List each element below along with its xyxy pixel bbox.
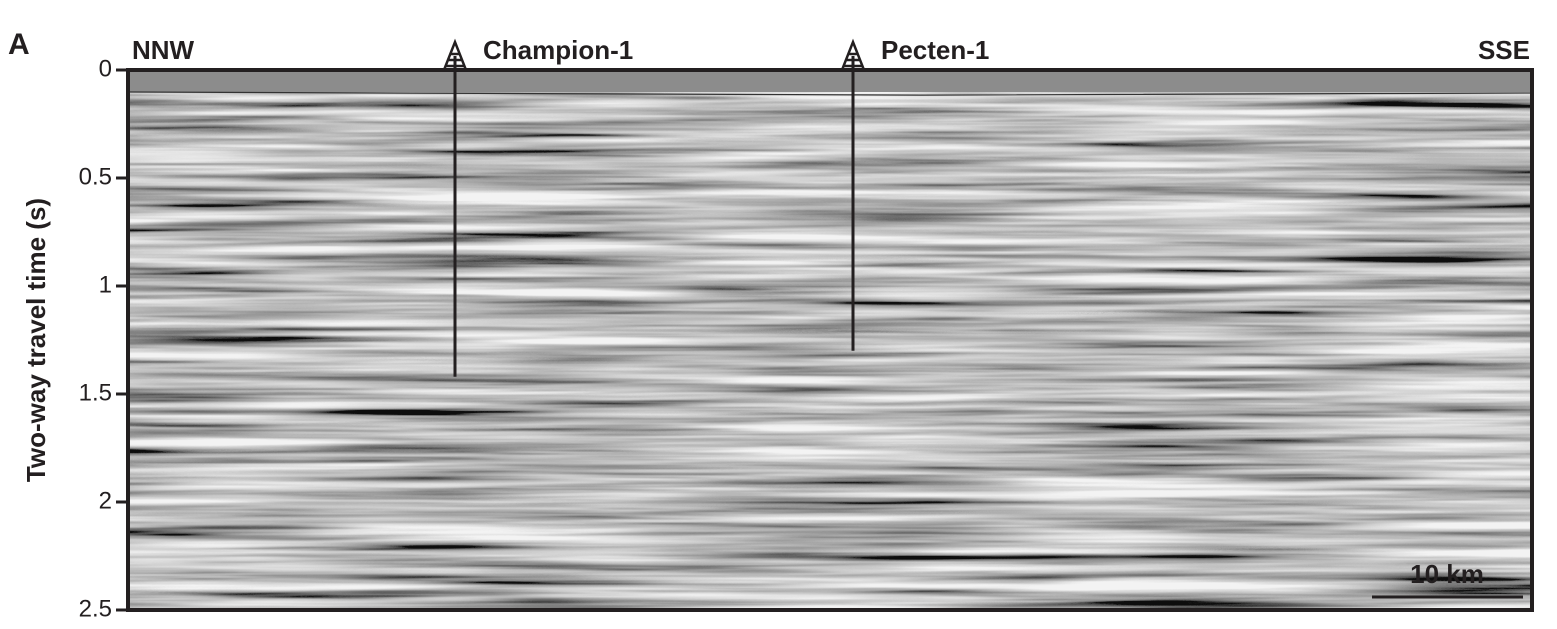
y-tick-label: 2 (99, 487, 112, 514)
well-label: Pecten-1 (881, 35, 989, 65)
seismic-image (128, 70, 1532, 610)
plot-frame (126, 68, 1534, 612)
well-icon (840, 38, 866, 72)
well-label: Champion-1 (483, 35, 633, 65)
y-tick-label: 1.5 (79, 379, 112, 406)
y-tick-label: 1 (99, 271, 112, 298)
well-icon (442, 38, 468, 72)
panel-label: A (8, 28, 30, 61)
y-tick-label: 2.5 (79, 595, 112, 622)
y-tick-label: 0.5 (79, 163, 112, 190)
scale-bar-label: 10 km (1410, 559, 1484, 589)
direction-right: SSE (1478, 35, 1530, 65)
y-tick-label: 0 (99, 55, 112, 82)
y-axis-label: Two-way travel time (s) (21, 198, 51, 482)
direction-left: NNW (132, 35, 195, 65)
